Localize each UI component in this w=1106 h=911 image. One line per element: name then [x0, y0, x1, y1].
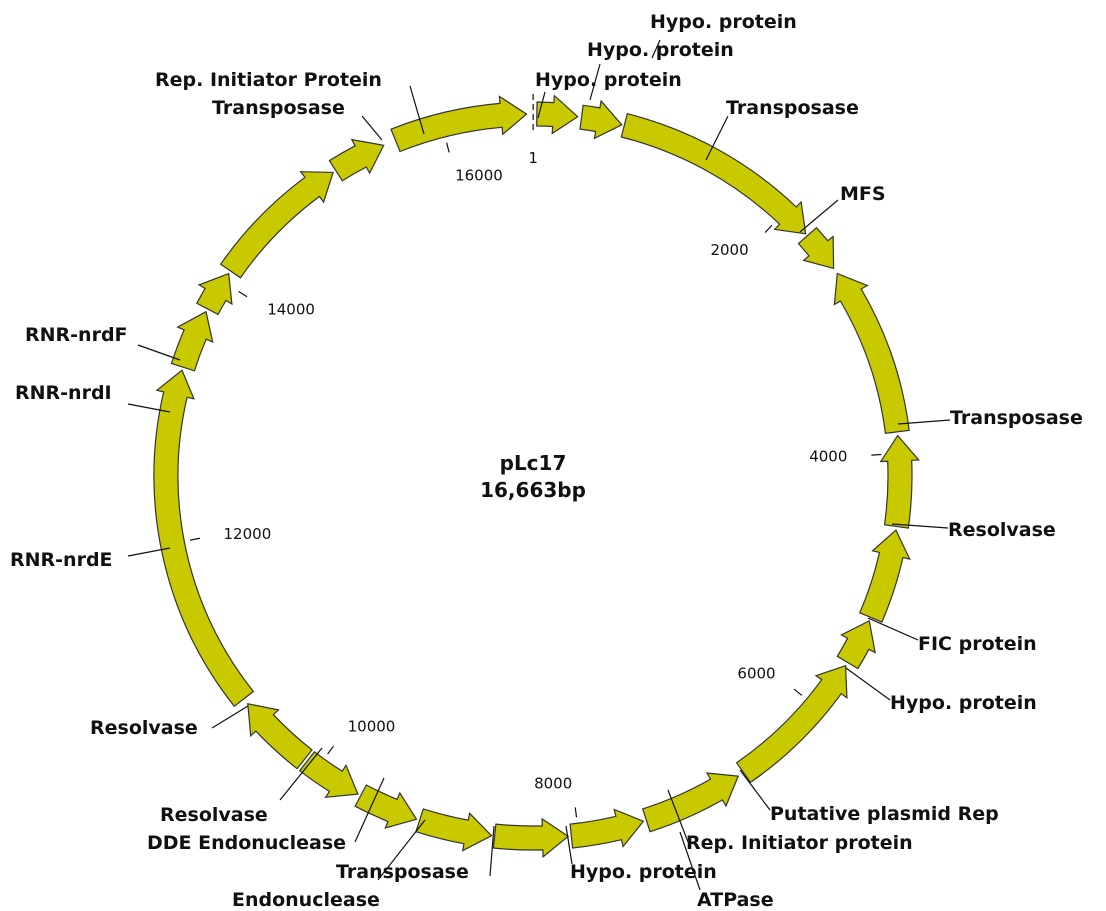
position-label: 14000: [267, 301, 315, 319]
position-tick: [446, 142, 450, 153]
leader-line: [667, 789, 689, 843]
feature-label: Hypo. protein: [587, 39, 734, 61]
feature-arrow: [170, 310, 214, 372]
leader-line: [739, 769, 771, 811]
feature-label: Hypo. protein: [570, 861, 717, 883]
leader-line: [565, 825, 573, 865]
feature-arrow: [879, 434, 920, 529]
position-label: 10000: [348, 718, 396, 736]
feature-arrow: [735, 664, 848, 784]
leader-line: [589, 63, 601, 101]
feature-arrow: [415, 808, 493, 852]
leader-line: [127, 403, 171, 413]
feature-label: Transposase: [950, 407, 1083, 429]
feature-label: Hypo. protein: [890, 692, 1037, 714]
leader-line: [211, 705, 249, 729]
position-label: 2000: [710, 241, 748, 259]
position-label: 6000: [737, 665, 775, 683]
annotations: 1200040006000800010000120001400016000Hyp…: [10, 11, 1083, 911]
position-label: 4000: [809, 448, 847, 466]
feature-label: DDE Endonuclease: [147, 832, 346, 854]
leader-line: [891, 523, 949, 529]
position-label: 12000: [224, 525, 272, 543]
leader-line: [799, 199, 839, 233]
feature-arrow: [797, 226, 835, 270]
leader-line: [897, 419, 951, 425]
position-tick: [327, 745, 334, 755]
feature-label: Transposase: [336, 861, 469, 883]
leader-line: [679, 831, 701, 891]
feature-label: RNR-nrdI: [15, 382, 112, 404]
feature-arrow: [492, 817, 570, 859]
leader-line: [845, 667, 891, 701]
leader-line: [705, 115, 729, 161]
feature-arrow: [298, 750, 359, 799]
position-tick: [574, 807, 578, 818]
feature-label: Rep. Initiator Protein: [155, 69, 382, 91]
leader-line: [354, 777, 385, 843]
feature-label: Endonuclease: [232, 889, 380, 911]
leader-line: [537, 91, 546, 119]
position-tick: [190, 537, 201, 541]
position-tick: [238, 290, 248, 298]
feature-arrow: [219, 171, 334, 279]
leader-line: [489, 825, 495, 877]
feature-arrow: [536, 94, 579, 135]
feature-label: RNR-nrdF: [25, 324, 128, 346]
feature-arrow: [390, 95, 528, 153]
leader-line: [409, 85, 425, 135]
plasmid-name: pLc17: [500, 451, 567, 475]
position-tick: [793, 688, 803, 696]
feature-label: Hypo. protein: [650, 11, 797, 33]
feature-arrow: [579, 99, 623, 140]
feature-label: RNR-nrdE: [10, 549, 113, 571]
position-label: 8000: [534, 775, 572, 793]
feature-arrow: [833, 272, 910, 434]
leader-line: [127, 547, 171, 557]
leader-line: [377, 819, 426, 881]
feature-arrow: [247, 703, 313, 770]
position-label: 1: [528, 149, 538, 167]
feature-arrow: [195, 272, 233, 316]
leader-line: [279, 747, 323, 801]
leader-line: [361, 115, 383, 141]
feature-label: FIC protein: [918, 633, 1037, 655]
feature-label: Resolvase: [90, 717, 198, 739]
feature-label: Transposase: [212, 97, 345, 119]
feature-arrow: [641, 772, 740, 833]
feature-label: Rep. Initiator protein: [686, 832, 913, 854]
feature-label: ATPase: [697, 889, 774, 911]
position-tick: [871, 453, 882, 456]
feature-label: Resolvase: [948, 519, 1056, 541]
position-label: 16000: [455, 167, 503, 185]
feature-arrow: [153, 369, 255, 708]
feature-arrow: [620, 112, 807, 235]
plasmid-length: 16,663bp: [480, 478, 586, 502]
feature-label: Resolvase: [160, 804, 268, 826]
feature-arrow: [836, 620, 876, 670]
feature-label: Hypo. protein: [535, 69, 682, 91]
feature-arrow: [328, 138, 385, 182]
feature-arrow: [859, 529, 911, 623]
feature-arrows: [153, 94, 920, 859]
position-tick: [764, 224, 773, 233]
feature-arrow: [354, 784, 418, 829]
feature-arrow: [569, 808, 645, 849]
feature-label: Putative plasmid Rep: [770, 803, 999, 825]
leader-line: [867, 617, 919, 641]
feature-label: MFS: [840, 183, 886, 205]
leader-line: [137, 344, 181, 361]
leader-line: [651, 39, 661, 59]
feature-label: Transposase: [726, 97, 859, 119]
